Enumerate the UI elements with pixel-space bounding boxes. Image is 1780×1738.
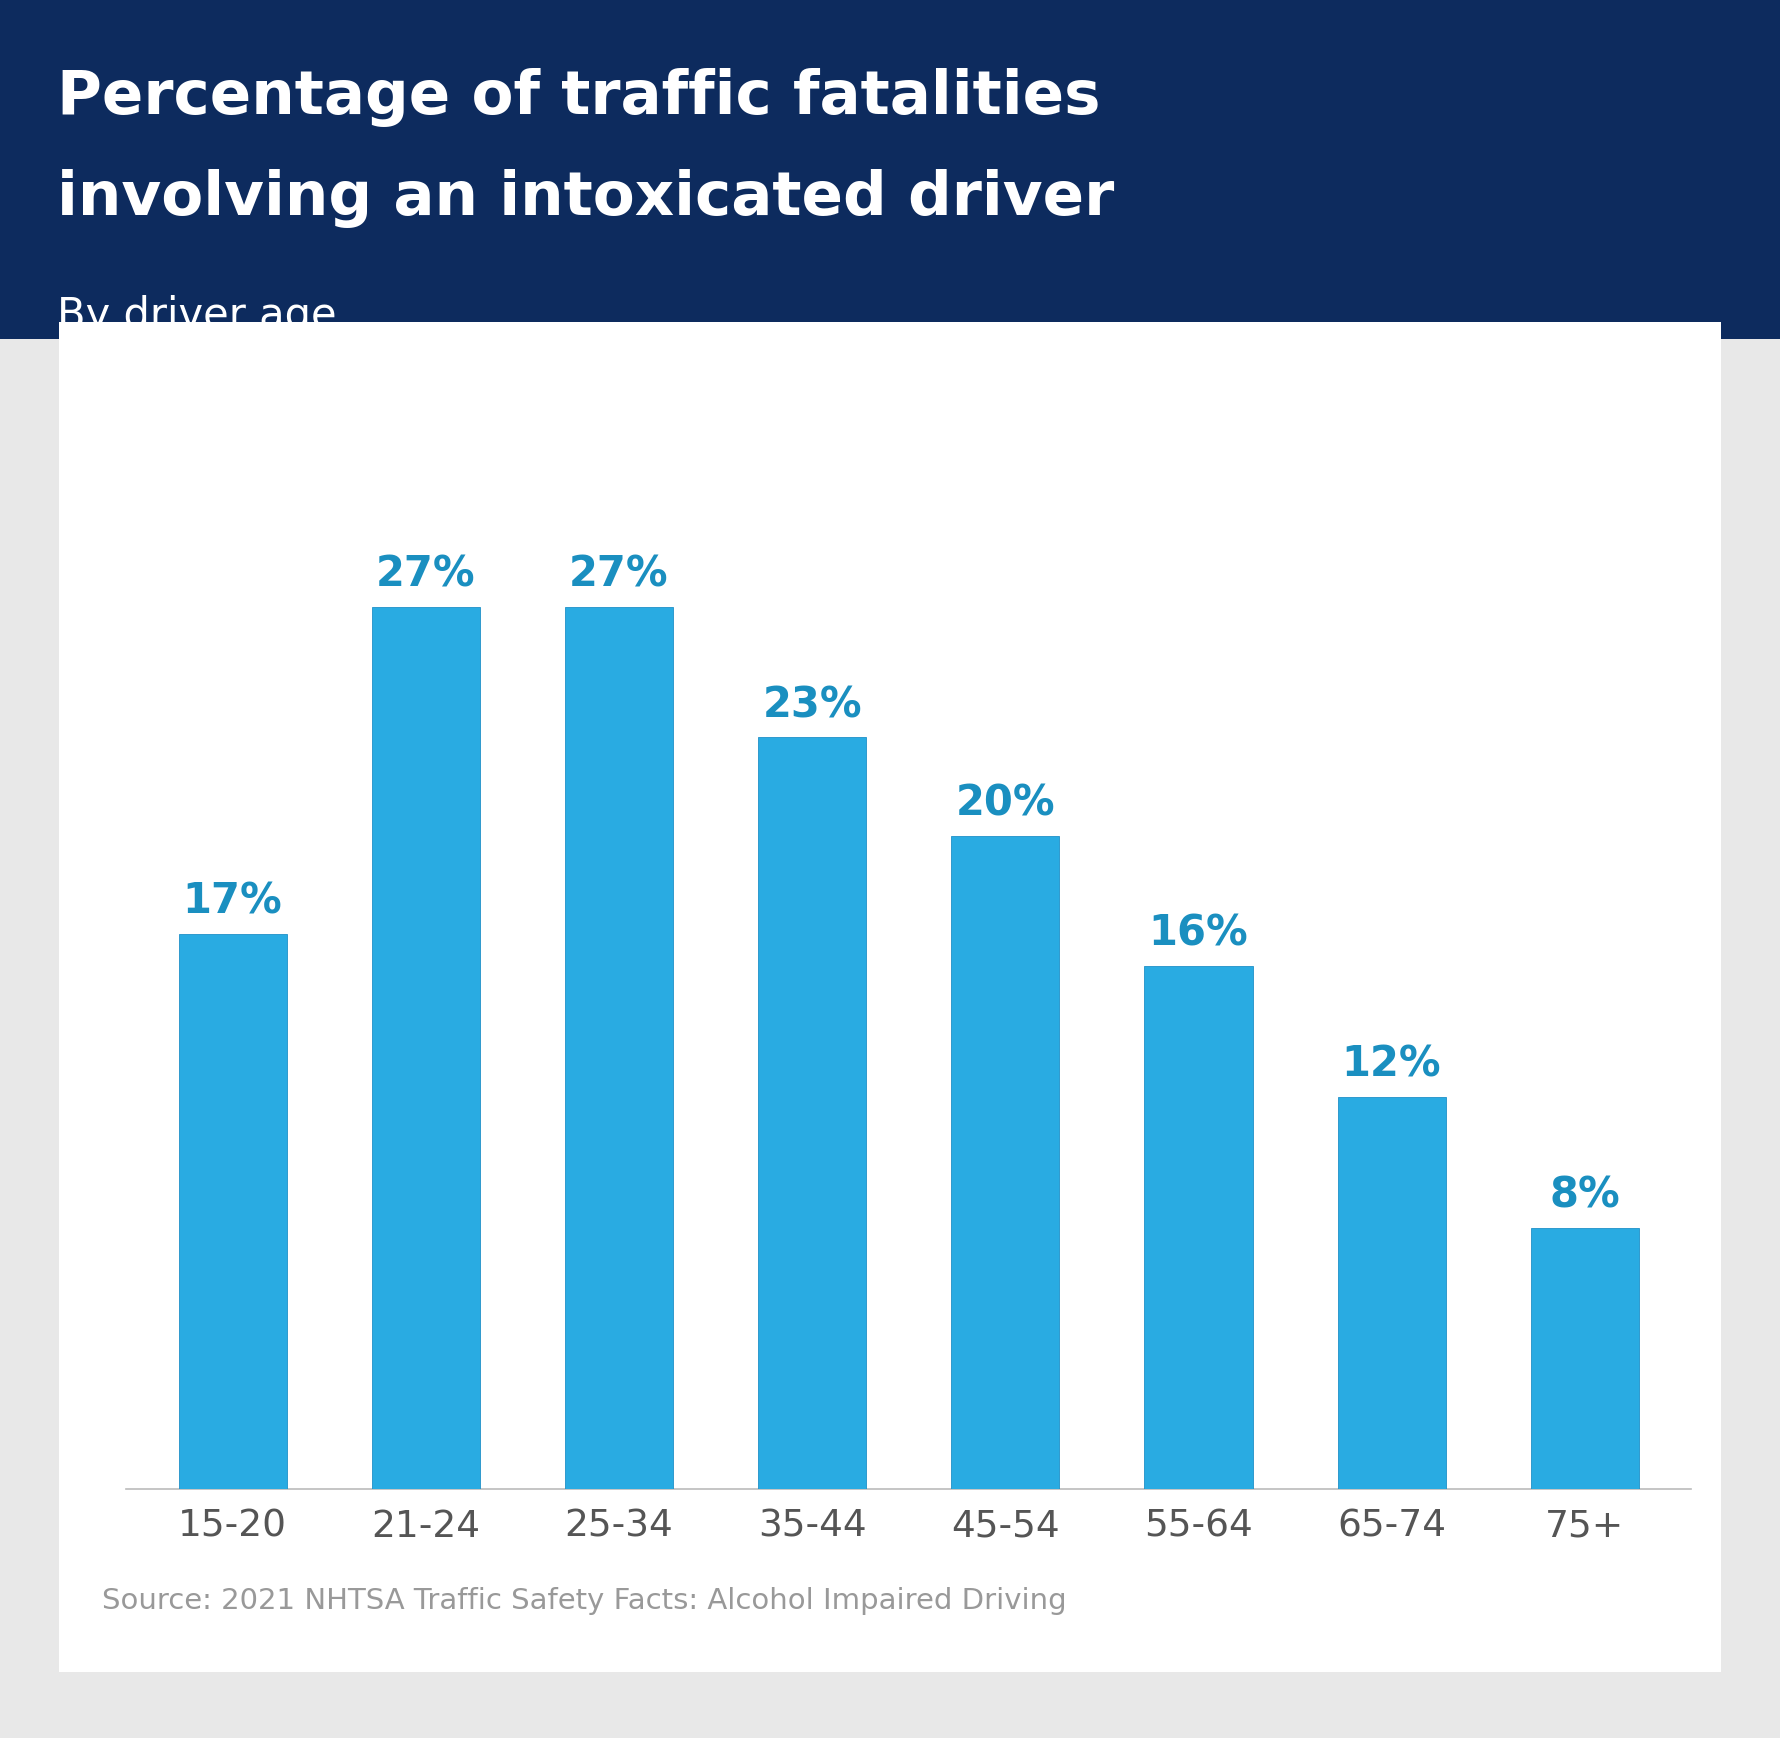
FancyBboxPatch shape: [39, 306, 1741, 1688]
Text: 23%: 23%: [762, 685, 862, 726]
Text: Percentage of traffic fatalities: Percentage of traffic fatalities: [57, 68, 1100, 127]
Bar: [178, 933, 287, 1489]
Bar: [1531, 1227, 1639, 1489]
Bar: [951, 836, 1059, 1489]
Bar: [372, 607, 481, 1489]
Text: 16%: 16%: [1148, 912, 1248, 954]
Text: involving an intoxicated driver: involving an intoxicated driver: [57, 169, 1114, 228]
Bar: [1337, 1097, 1445, 1489]
Text: 27%: 27%: [570, 553, 669, 594]
Bar: [758, 737, 867, 1489]
Text: Source: 2021 NHTSA Traffic Safety Facts: Alcohol Impaired Driving: Source: 2021 NHTSA Traffic Safety Facts:…: [101, 1587, 1066, 1615]
Text: 17%: 17%: [183, 879, 283, 923]
Text: By driver age: By driver age: [57, 295, 336, 337]
Text: 12%: 12%: [1342, 1043, 1442, 1086]
Text: 8%: 8%: [1549, 1175, 1620, 1217]
Bar: [1145, 966, 1253, 1489]
Bar: [564, 607, 673, 1489]
Text: 27%: 27%: [376, 553, 475, 594]
Text: 20%: 20%: [956, 782, 1056, 824]
